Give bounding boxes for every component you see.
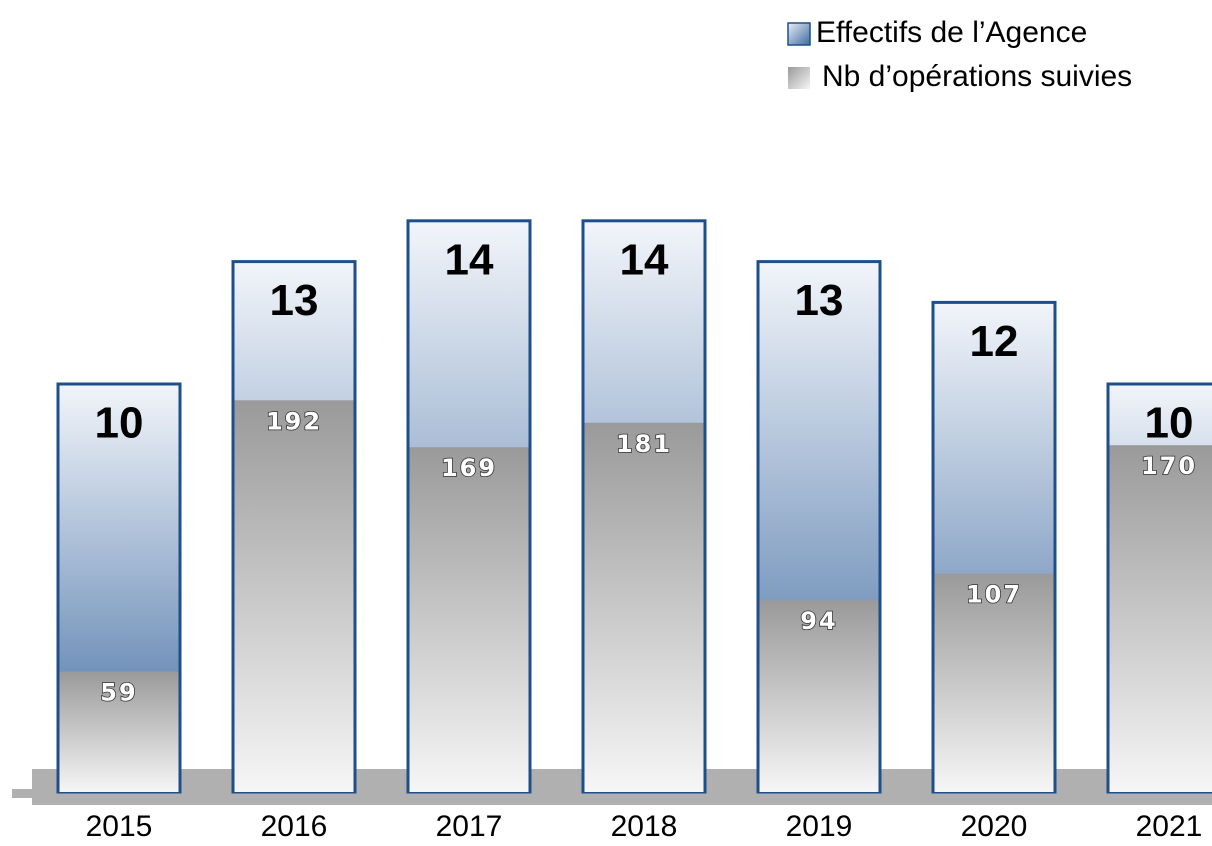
bar bbox=[235, 400, 354, 792]
data-label: 169 bbox=[441, 454, 497, 482]
data-label: 13 bbox=[270, 276, 319, 325]
legend-swatch bbox=[788, 67, 810, 89]
x-tick-label: 2020 bbox=[961, 810, 1028, 841]
floor-edge bbox=[12, 789, 34, 798]
data-label: 59 bbox=[100, 679, 137, 707]
data-label: 13 bbox=[795, 276, 844, 325]
x-tick-label: 2017 bbox=[436, 810, 503, 841]
x-tick-label: 2015 bbox=[86, 810, 153, 841]
bar bbox=[410, 447, 529, 792]
data-label: 14 bbox=[620, 235, 669, 284]
x-tick-label: 2019 bbox=[786, 810, 853, 841]
bar bbox=[585, 423, 704, 792]
bar bbox=[1110, 445, 1212, 792]
data-label: 170 bbox=[1141, 452, 1197, 480]
data-label: 181 bbox=[616, 430, 672, 458]
data-label: 12 bbox=[970, 317, 1019, 366]
data-label: 107 bbox=[966, 581, 1022, 609]
data-label: 192 bbox=[266, 407, 322, 435]
legend-swatch bbox=[788, 23, 810, 45]
x-tick-label: 2018 bbox=[611, 810, 678, 841]
data-label: 94 bbox=[800, 607, 837, 635]
legend-label: Effectifs de l’Agence bbox=[816, 16, 1087, 49]
legend-label: Nb d’opérations suivies bbox=[822, 60, 1132, 93]
x-tick-label: 2021 bbox=[1136, 810, 1203, 841]
data-label: 10 bbox=[1145, 399, 1194, 448]
data-label: 14 bbox=[445, 235, 494, 284]
data-label: 10 bbox=[95, 399, 144, 448]
x-tick-label: 2016 bbox=[261, 810, 328, 841]
